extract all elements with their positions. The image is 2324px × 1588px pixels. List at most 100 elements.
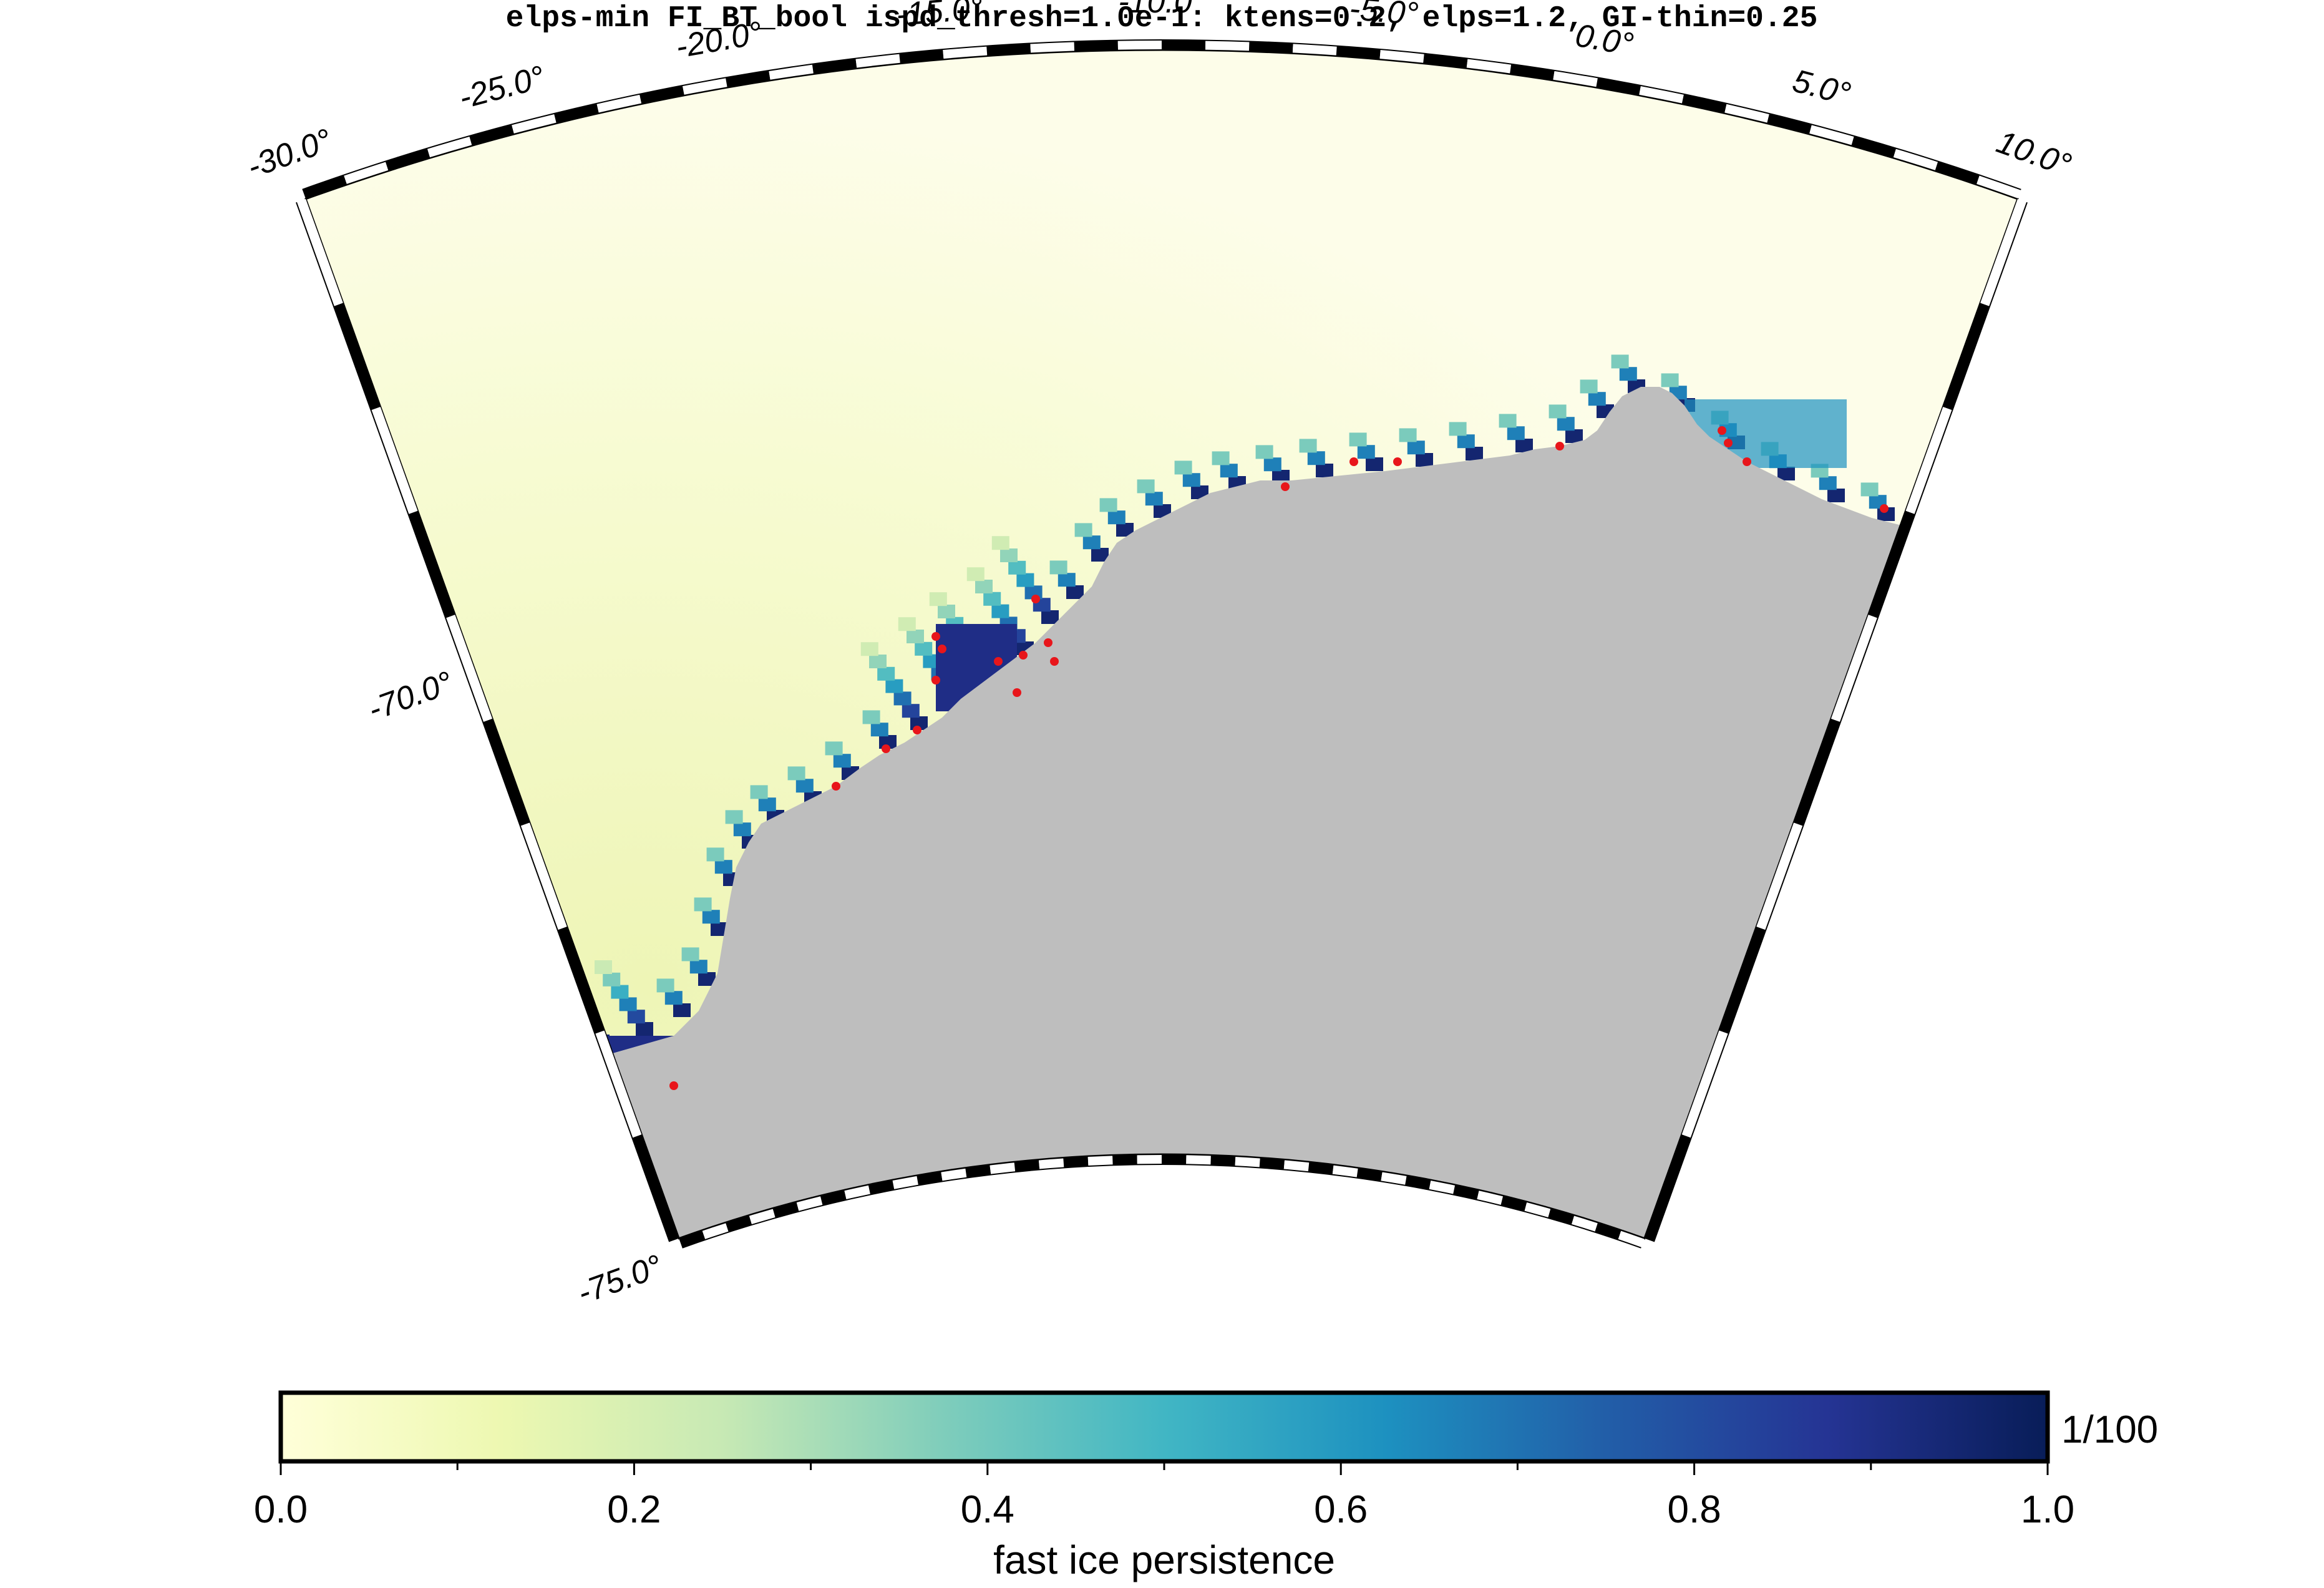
frame-arc-segment <box>1014 1159 1040 1172</box>
frame-arc-segment <box>1336 46 1381 60</box>
frame-side-segment <box>1905 407 1953 514</box>
longitude-label: 10.0° <box>1992 124 2076 183</box>
fast-ice-cell <box>1137 479 1155 494</box>
fast-ice-cell <box>898 617 916 631</box>
frame-arc-segment <box>989 1162 1016 1175</box>
fast-ice-cell <box>530 1010 548 1024</box>
frame-side-segment <box>1644 1134 1691 1242</box>
frame-arc-segment <box>1767 114 1812 134</box>
frame-arc-segment <box>965 1164 991 1178</box>
land-mask <box>306 387 2018 1239</box>
colorbar: 0.0 0.2 0.4 0.6 0.8 1.0 1/100 fast ice persis… <box>254 1390 2158 1582</box>
fast-ice-cell <box>1272 470 1290 484</box>
fast-ice-cell <box>1515 439 1533 452</box>
frame-arc-segment <box>554 103 599 124</box>
fast-ice-cell <box>538 1022 556 1036</box>
fast-ice-cell <box>758 797 776 812</box>
frame-arc-segment <box>639 85 684 104</box>
fast-ice-cell <box>1565 429 1583 443</box>
frame-arc-segment <box>1681 94 1727 114</box>
longitude-label: -10.0° <box>1118 0 1205 20</box>
frame-arc-segment <box>1030 41 1075 54</box>
frame-arc-segment <box>1423 53 1468 69</box>
fast-ice-cell <box>619 997 637 1011</box>
frame-arc-segment <box>820 1190 847 1206</box>
fast-ice-cell <box>938 605 955 618</box>
frame-arc-segment <box>1851 135 1897 158</box>
fast-ice-cell <box>2119 530 2136 544</box>
grounded-iceberg-marker <box>2148 557 2157 566</box>
fast-ice-cell <box>656 978 674 993</box>
frame-arc-segment <box>1639 85 1685 104</box>
fast-ice-cell <box>611 985 629 999</box>
fast-ice-cell <box>694 897 712 912</box>
frame-arc-segment <box>899 49 944 64</box>
fast-ice-cell <box>681 947 699 962</box>
frame-arc-segment <box>749 1208 775 1225</box>
grounded-iceberg-marker <box>931 632 940 641</box>
frame-side-line <box>296 202 671 1242</box>
fast-ice-cell <box>1145 492 1163 506</box>
frame-arc-segment <box>469 124 515 146</box>
frame-arc-segment <box>302 175 348 199</box>
frame-arc-segment <box>1161 40 1206 51</box>
fast-ice-cell <box>1611 354 1629 369</box>
frame-arc-segment <box>1548 1208 1575 1225</box>
longitude-label: 5.0° <box>1789 63 1854 113</box>
grounded-iceberg-marker <box>2005 526 2013 535</box>
colorbar-scale-note: 1/100 <box>2061 1408 2158 1451</box>
fast-ice-cell <box>1557 417 1575 431</box>
fast-ice-cell <box>595 960 612 974</box>
fast-ice-cell <box>1255 445 1273 459</box>
colorbar-gradient <box>278 1390 2050 1464</box>
fast-ice-cell <box>1299 439 1317 453</box>
fast-ice-cell <box>546 1035 564 1049</box>
frame-arc-segment <box>1117 40 1162 51</box>
fast-ice-cell <box>2027 528 2044 542</box>
grounded-iceberg-marker <box>1050 657 1059 666</box>
fast-ice-cell <box>1016 573 1034 587</box>
fast-ice-cell <box>533 1066 552 1080</box>
grounded-iceberg-marker <box>1724 439 1733 447</box>
frame-arc-segment <box>1283 1159 1310 1172</box>
frame-side-segment <box>1868 510 1915 618</box>
frame-arc-segment <box>1618 1230 1645 1248</box>
fast-ice-cell <box>991 604 1009 618</box>
frame-arc-segment <box>1038 1157 1064 1170</box>
grounded-iceberg-marker <box>931 676 940 684</box>
frame-arc-segment <box>1477 1190 1504 1206</box>
frame-arc-segment <box>1356 1167 1383 1182</box>
fast-ice-cell <box>907 630 924 643</box>
grounded-iceberg-marker <box>913 726 921 734</box>
fast-ice-cell <box>750 785 768 799</box>
fast-ice-cell <box>1549 404 1567 419</box>
fast-ice-cell <box>1860 482 1879 497</box>
frame-arc-segment <box>1893 148 1938 171</box>
grounded-iceberg-marker <box>994 657 1003 666</box>
fast-ice-cell <box>1777 467 1795 480</box>
fast-ice-cell <box>725 810 743 824</box>
frame-arc-segment <box>986 43 1031 56</box>
fast-ice-cell <box>1041 610 1059 624</box>
fast-ice-cell <box>689 960 707 974</box>
fast-ice-cell <box>525 1053 543 1068</box>
frame-side-segment <box>408 510 455 618</box>
grounded-iceberg-marker <box>669 1081 678 1090</box>
fast-ice-cell <box>711 922 728 936</box>
fast-ice-cell <box>702 910 720 924</box>
frame-side-segment <box>333 303 381 411</box>
fast-ice-cell <box>1507 426 1525 441</box>
fast-ice-cell <box>2127 543 2144 557</box>
longitude-label: -30.0° <box>243 122 337 186</box>
grounded-iceberg-marker <box>2086 532 2094 541</box>
fast-ice-cell <box>1074 523 1092 537</box>
frame-arc-segment <box>1235 1156 1260 1168</box>
latitude-label: -70.0° <box>364 665 458 728</box>
frame-arc-line <box>305 49 2018 200</box>
frame-arc-segment <box>1724 103 1769 124</box>
fast-ice-cell <box>1057 573 1076 587</box>
grounded-iceberg-marker <box>1880 504 1889 513</box>
fast-ice-cell <box>1099 498 1117 512</box>
grounded-iceberg-marker <box>1555 442 1564 451</box>
fast-ice-cell <box>513 985 531 999</box>
